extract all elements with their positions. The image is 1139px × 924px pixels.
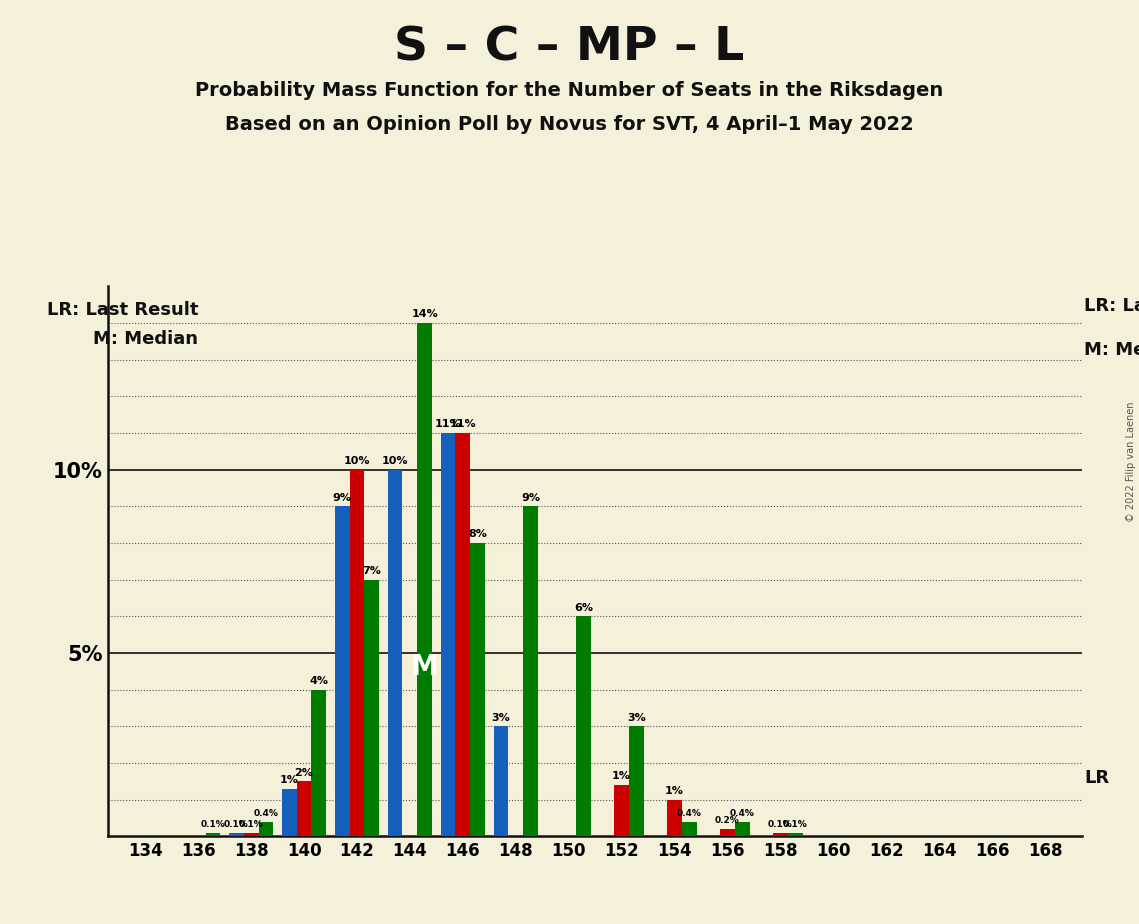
Text: 0.2%: 0.2% [715,816,740,825]
Bar [259,821,273,836]
Text: 1%: 1% [280,775,298,784]
Text: 9%: 9% [333,492,352,503]
Bar [364,579,379,836]
Text: 0.1%: 0.1% [200,820,226,829]
Text: LR: Last Result: LR: Last Result [47,301,198,319]
Text: Probability Mass Function for the Number of Seats in the Riksdagen: Probability Mass Function for the Number… [196,81,943,101]
Text: 0.4%: 0.4% [254,808,278,818]
Bar [350,469,364,836]
Text: 11%: 11% [435,419,461,430]
Text: 10%: 10% [382,456,408,466]
Bar [773,833,788,836]
Bar [417,323,432,836]
Text: 6%: 6% [574,602,593,613]
Bar [387,469,402,836]
Bar [244,833,259,836]
Text: 0.1%: 0.1% [224,820,248,829]
Bar [629,726,644,836]
Text: S – C – MP – L: S – C – MP – L [394,26,745,71]
Text: LR: Last Result: LR: Last Result [1084,298,1139,315]
Text: 2%: 2% [295,768,313,778]
Bar [281,788,296,836]
Bar [296,782,311,836]
Text: 8%: 8% [468,529,487,540]
Bar [682,821,697,836]
Text: M: Median: M: Median [93,331,198,348]
Bar [576,616,591,836]
Text: 9%: 9% [521,492,540,503]
Text: Based on an Opinion Poll by Novus for SVT, 4 April–1 May 2022: Based on an Opinion Poll by Novus for SV… [226,116,913,135]
Bar [229,833,244,836]
Text: LR: LR [1084,769,1109,786]
Bar [205,833,221,836]
Text: 1%: 1% [665,786,683,796]
Bar [311,689,326,836]
Text: 0.1%: 0.1% [782,820,808,829]
Bar [667,799,682,836]
Bar [441,433,456,836]
Bar [788,833,803,836]
Text: 0.1%: 0.1% [768,820,793,829]
Bar [335,506,350,836]
Bar [735,821,749,836]
Text: 4%: 4% [310,676,328,686]
Text: © 2022 Filip van Laenen: © 2022 Filip van Laenen [1126,402,1136,522]
Text: 3%: 3% [492,712,510,723]
Text: 0.1%: 0.1% [239,820,263,829]
Text: 0.4%: 0.4% [677,808,702,818]
Text: 14%: 14% [411,310,439,320]
Text: 3%: 3% [628,712,646,723]
Text: 11%: 11% [450,419,476,430]
Bar [493,726,508,836]
Bar [523,506,538,836]
Text: M: Median: M: Median [1084,342,1139,359]
Bar [470,543,485,836]
Text: 7%: 7% [362,566,382,576]
Text: 10%: 10% [344,456,370,466]
Bar [720,829,735,836]
Text: 1%: 1% [612,772,631,782]
Text: M: M [411,653,439,681]
Bar [456,433,470,836]
Bar [614,784,629,836]
Text: 0.4%: 0.4% [730,808,755,818]
